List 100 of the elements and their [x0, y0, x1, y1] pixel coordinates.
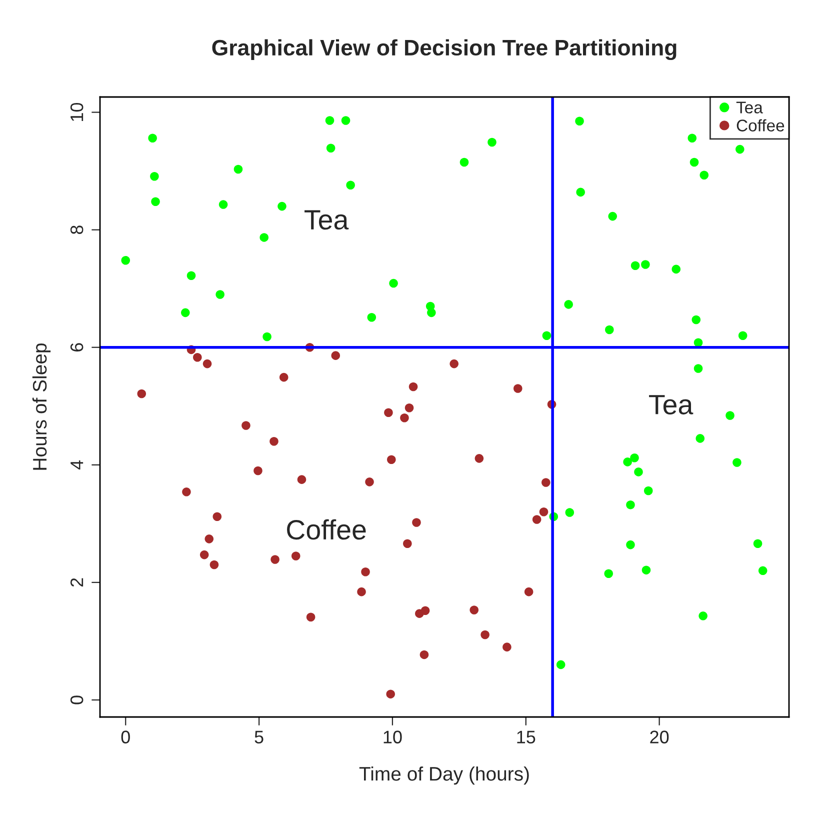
point — [331, 351, 340, 360]
point — [626, 500, 635, 510]
point — [605, 325, 614, 334]
point — [278, 202, 286, 211]
point — [524, 587, 534, 596]
point — [386, 690, 395, 698]
point — [630, 261, 640, 270]
point — [210, 560, 219, 570]
point — [626, 540, 635, 550]
chart-title: Graphical View of Decision Tree Partitioning — [212, 39, 676, 60]
point — [565, 508, 574, 517]
point — [297, 475, 306, 484]
point — [474, 454, 484, 463]
point — [642, 566, 651, 574]
point — [270, 436, 278, 446]
point — [389, 278, 398, 288]
point — [726, 411, 734, 420]
point — [696, 434, 705, 443]
point — [193, 352, 202, 362]
point — [470, 606, 479, 614]
x-axis-title: Time of Day (hours) — [359, 766, 529, 785]
point — [242, 421, 250, 430]
point — [325, 116, 334, 125]
annotation: Tea — [304, 210, 349, 230]
point — [694, 364, 703, 373]
point — [513, 384, 522, 393]
point — [341, 116, 350, 125]
point — [254, 466, 262, 476]
point — [204, 534, 214, 544]
point — [365, 478, 374, 486]
point — [539, 508, 548, 516]
point — [121, 256, 130, 265]
point — [150, 172, 159, 181]
point — [306, 612, 316, 622]
point — [542, 478, 550, 487]
point — [403, 539, 412, 548]
point — [408, 382, 418, 392]
point — [450, 359, 458, 368]
point — [420, 606, 430, 616]
point — [387, 455, 396, 464]
point — [644, 486, 653, 496]
x-tick-label: 15 — [517, 730, 536, 744]
point — [732, 458, 742, 467]
y-axis-title: Hours of Sleep — [32, 344, 51, 470]
point — [420, 650, 429, 660]
point — [361, 567, 370, 576]
point — [641, 260, 650, 269]
point — [623, 458, 632, 466]
point — [260, 233, 269, 242]
point — [216, 290, 224, 299]
point — [427, 308, 436, 318]
point — [262, 332, 272, 342]
y-tick-label: 10 — [70, 102, 84, 121]
point — [384, 408, 393, 417]
point — [181, 308, 190, 318]
point — [234, 164, 243, 174]
point — [738, 331, 748, 340]
y-tick-label: 0 — [70, 696, 84, 704]
point — [200, 550, 209, 560]
y-tick-label: 4 — [70, 460, 84, 470]
point — [202, 359, 212, 368]
point — [698, 612, 708, 620]
point — [564, 300, 573, 309]
point — [576, 188, 585, 197]
point — [700, 170, 709, 180]
x-tick-label: 20 — [650, 730, 669, 744]
point — [502, 642, 512, 652]
legend-label: Tea — [736, 102, 763, 114]
point — [151, 197, 160, 206]
legend-label: Coffee — [736, 119, 784, 132]
point — [279, 372, 288, 382]
point — [291, 552, 300, 560]
point — [412, 518, 421, 527]
point — [608, 212, 618, 221]
point — [634, 468, 643, 476]
point — [692, 315, 701, 324]
point — [758, 566, 768, 576]
point — [137, 389, 146, 398]
point — [346, 180, 355, 190]
point — [575, 116, 584, 126]
point — [367, 312, 376, 322]
y-tick-label: 2 — [70, 578, 84, 587]
point — [690, 158, 699, 167]
x-tick-label: 5 — [254, 730, 264, 744]
point — [488, 138, 496, 147]
point — [736, 144, 744, 154]
point — [532, 515, 542, 524]
y-tick-label: 8 — [70, 226, 84, 234]
point — [218, 200, 228, 209]
point — [404, 403, 414, 412]
point — [604, 569, 614, 578]
point — [753, 539, 762, 548]
point — [400, 413, 409, 422]
annotation: Tea — [649, 395, 694, 414]
x-tick-label: 10 — [384, 730, 402, 744]
point — [357, 587, 366, 596]
point — [630, 453, 639, 462]
point — [480, 630, 490, 640]
point — [186, 271, 196, 280]
y-tick-label: 6 — [70, 343, 84, 352]
